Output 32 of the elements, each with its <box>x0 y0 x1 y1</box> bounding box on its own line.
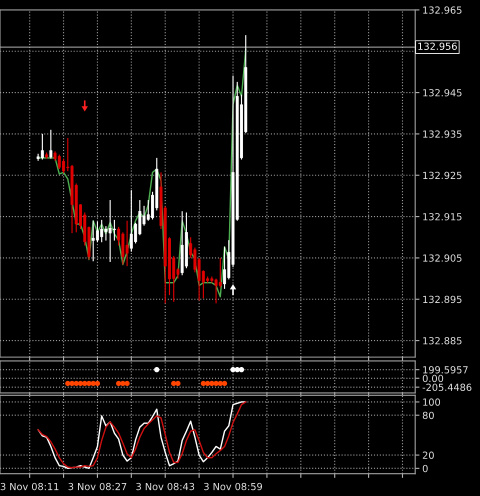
candlestick <box>126 220 129 267</box>
x-tick-label: 3 Nov 08:43 <box>136 482 194 490</box>
y-tick-label: 132.925 <box>423 172 462 180</box>
candlestick <box>223 246 226 290</box>
candlestick <box>58 154 61 170</box>
candlestick <box>108 200 112 263</box>
x-tick-label: 3 Nov 08:59 <box>204 482 262 490</box>
y-tick-label: 0 <box>422 464 428 472</box>
y-tick-label: -205.4486 <box>422 384 472 391</box>
y-tick-label: 199.5957 <box>423 366 468 374</box>
y-tick-label: 132.935 <box>423 130 462 138</box>
y-tick-label: 132.945 <box>423 89 462 96</box>
y-tick-label: 132.915 <box>423 213 462 220</box>
candlestick <box>130 190 133 252</box>
y-tick-label: 0.00 <box>422 374 444 382</box>
y-tick-label: 132.885 <box>423 337 462 344</box>
y-tick-label: 132.895 <box>423 296 462 304</box>
candlestick <box>121 232 124 266</box>
candlestick <box>49 129 52 160</box>
ref-line-label: 132.956 <box>418 42 457 50</box>
y-tick-label: 132.965 <box>423 6 462 14</box>
candlestick <box>92 220 95 262</box>
y-tick-label: 80 <box>422 412 434 420</box>
candlestick <box>40 133 44 160</box>
x-tick-label: 3 Nov 08:27 <box>68 482 126 490</box>
y-tick-label: 100 <box>423 398 440 406</box>
y-tick-label: 132.905 <box>423 254 462 262</box>
x-tick-label: 3 Nov 08:11 <box>0 482 58 490</box>
candlestick <box>112 219 116 242</box>
candlestick <box>100 219 104 243</box>
y-tick-label: 20 <box>422 452 434 459</box>
candlestick <box>218 257 222 288</box>
